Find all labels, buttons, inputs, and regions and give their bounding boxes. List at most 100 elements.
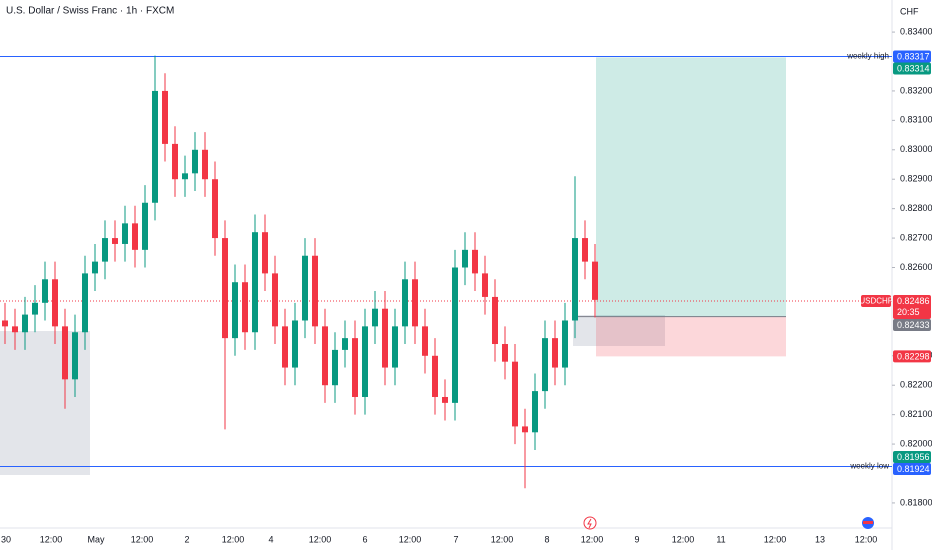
- candle-body: [332, 349, 338, 386]
- range-box: [573, 315, 665, 346]
- candle-body: [142, 202, 148, 250]
- price-badge-label: 0.82486: [897, 296, 930, 306]
- x-tick-label: 6: [362, 534, 367, 544]
- candle-body: [362, 326, 368, 397]
- price-badge: [893, 350, 931, 363]
- candle-body: [582, 238, 588, 262]
- price-badge-label: 0.81956: [897, 452, 930, 462]
- price-badge: [893, 295, 931, 320]
- candle-body: [542, 338, 548, 392]
- y-tick-label: 0.82800: [900, 203, 932, 213]
- loss-zone: [596, 316, 786, 357]
- candle-body: [572, 238, 578, 321]
- candle-body: [552, 338, 558, 368]
- symbol-label: USDCHF: [859, 297, 892, 306]
- x-tick-label: 30: [1, 534, 11, 544]
- x-tick-label: 12:00: [222, 534, 245, 544]
- candle-body: [202, 149, 208, 180]
- x-tick-label: 12:00: [855, 534, 878, 544]
- candle-body: [312, 255, 318, 327]
- event-icon[interactable]: [583, 516, 597, 530]
- candle-body: [592, 261, 598, 300]
- candle-body: [482, 273, 488, 297]
- x-tick-label: 9: [634, 534, 639, 544]
- x-tick-label: 12:00: [672, 534, 695, 544]
- flag-stripe: [863, 521, 873, 524]
- candle-body: [252, 232, 258, 333]
- x-tick-label: 11: [716, 534, 725, 544]
- candle-body: [112, 238, 118, 244]
- y-tick-label: 0.82200: [900, 380, 932, 390]
- y-tick-label: 0.83200: [900, 85, 932, 95]
- candle-body: [402, 279, 408, 327]
- y-tick-label: 0.83000: [900, 144, 932, 154]
- candle-body: [102, 238, 108, 262]
- candle-body: [162, 90, 168, 144]
- candle-body: [562, 320, 568, 368]
- candle-body: [92, 261, 98, 274]
- price-badge: [893, 463, 931, 476]
- x-tick-label: 13: [815, 534, 825, 544]
- level-label: weekly high: [846, 52, 889, 61]
- candle-body: [12, 326, 18, 333]
- x-tick-label: 7: [453, 534, 458, 544]
- candle-body: [82, 273, 88, 333]
- candle-body: [392, 326, 398, 368]
- candle-body: [52, 279, 58, 327]
- candle-body: [462, 249, 468, 268]
- candle-body: [132, 223, 138, 250]
- x-tick-label: 12:00: [131, 534, 154, 544]
- x-tick-label: 12:00: [399, 534, 422, 544]
- price-badge: [893, 62, 931, 75]
- price-badge-label: 0.81924: [897, 464, 930, 474]
- y-tick-label: 0.83400: [900, 26, 932, 36]
- candle-body: [182, 173, 188, 180]
- candle-body: [232, 282, 238, 339]
- candle-body: [412, 279, 418, 327]
- x-tick-label: 2: [184, 534, 189, 544]
- candle-body: [292, 320, 298, 368]
- candle-body: [2, 320, 8, 327]
- candle-body: [422, 326, 428, 356]
- x-tick-label: 12:00: [764, 534, 787, 544]
- price-badge: [893, 451, 931, 464]
- candle-body: [502, 344, 508, 362]
- candle-body: [222, 238, 228, 339]
- candle-body: [282, 326, 288, 368]
- candle-body: [532, 391, 538, 433]
- candle-body: [172, 143, 178, 180]
- candle-body: [272, 273, 278, 327]
- x-tick-label: 12:00: [309, 534, 332, 544]
- candle-body: [522, 426, 528, 433]
- candle-body: [22, 314, 28, 333]
- level-label: weekly low: [849, 462, 889, 471]
- x-tick-label: 12:00: [491, 534, 514, 544]
- candle-body: [432, 355, 438, 397]
- candle-body: [352, 338, 358, 397]
- price-badge: [893, 50, 931, 63]
- y-tick-label: 0.82000: [900, 438, 932, 448]
- candle-body: [212, 179, 218, 239]
- candle-body: [472, 249, 478, 274]
- y-tick-label: 0.83100: [900, 115, 932, 125]
- currency: CHF: [900, 6, 919, 16]
- candle-body: [122, 223, 128, 244]
- candle-body: [72, 332, 78, 380]
- candle-body: [152, 90, 158, 203]
- profit-zone: [596, 57, 786, 317]
- candle-body: [302, 255, 308, 321]
- candle-body: [322, 326, 328, 386]
- candle-body: [342, 338, 348, 350]
- candle-body: [192, 149, 198, 174]
- event-icon-bolt: [587, 518, 592, 529]
- candle-body: [372, 308, 378, 327]
- chart-title: U.S. Dollar / Swiss Franc · 1h · FXCM: [6, 6, 174, 17]
- plot: [0, 55, 892, 489]
- candle-body: [242, 282, 248, 333]
- price-badge-label: 0.82298: [897, 351, 930, 361]
- y-tick-label: 0.82100: [900, 409, 932, 419]
- candle-body: [62, 326, 68, 380]
- x-tick-label: 12:00: [581, 534, 604, 544]
